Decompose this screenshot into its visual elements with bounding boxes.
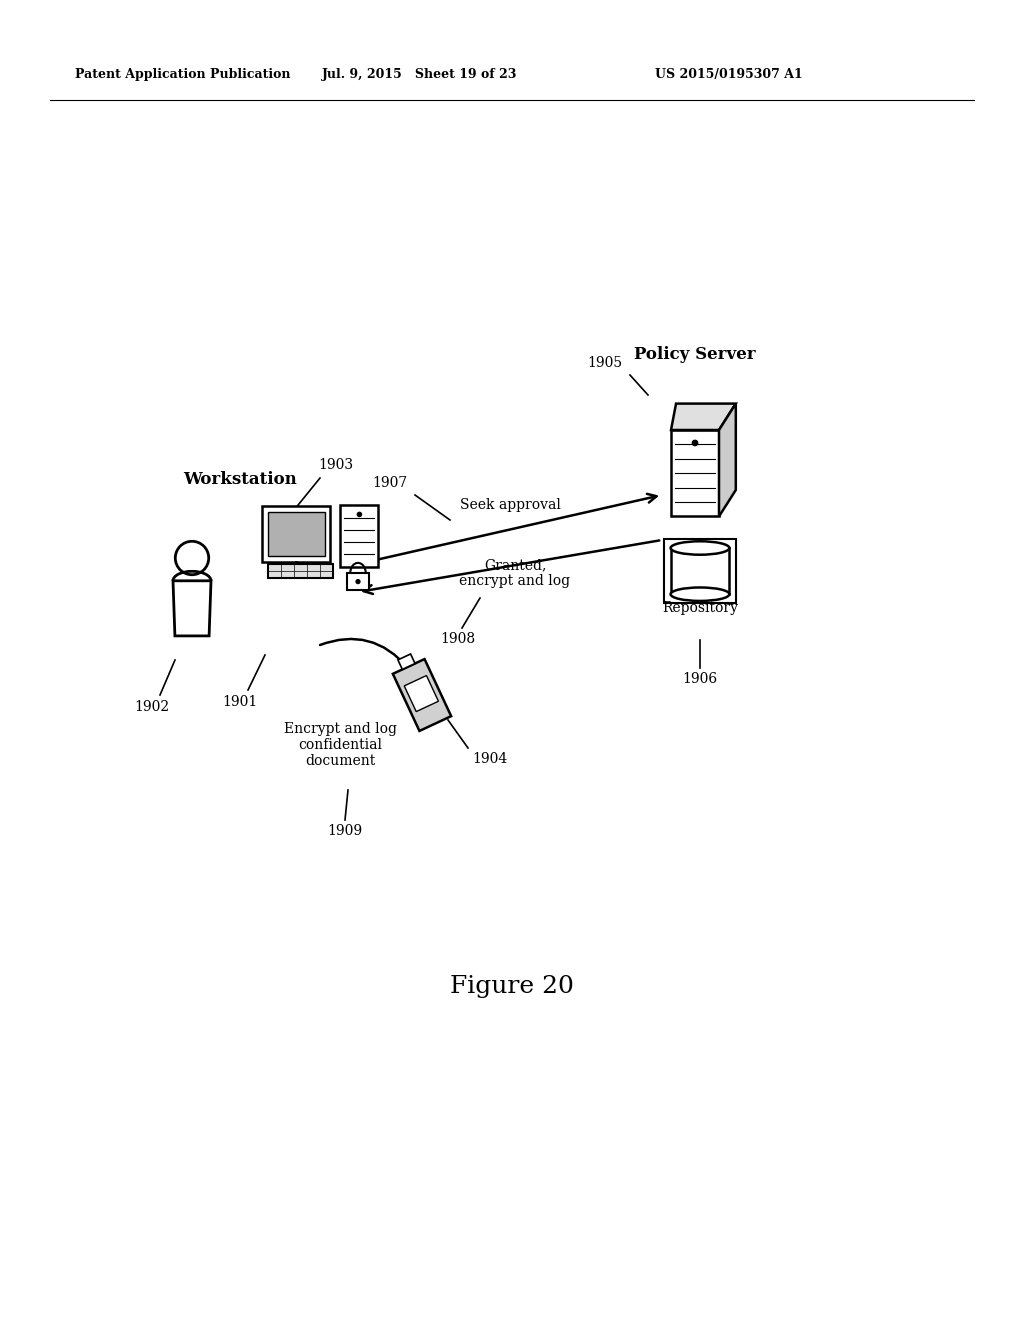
Text: 1902: 1902 — [134, 700, 170, 714]
Bar — [671, 548, 729, 594]
Text: Granted,
encrypt and log: Granted, encrypt and log — [460, 558, 570, 589]
Ellipse shape — [671, 541, 729, 554]
Text: Policy Server: Policy Server — [634, 346, 756, 363]
Text: 1907: 1907 — [373, 477, 408, 490]
Bar — [671, 430, 719, 516]
Bar — [665, 539, 735, 603]
Text: 1908: 1908 — [440, 632, 475, 645]
Text: Seek approval: Seek approval — [460, 498, 560, 512]
Text: Jul. 9, 2015   Sheet 19 of 23: Jul. 9, 2015 Sheet 19 of 23 — [323, 69, 518, 81]
Text: 1906: 1906 — [682, 672, 718, 686]
Circle shape — [355, 579, 360, 585]
Bar — [268, 564, 333, 578]
Bar — [347, 573, 369, 590]
Polygon shape — [393, 659, 452, 731]
Circle shape — [691, 440, 698, 446]
Text: Policy
Repository: Policy Repository — [662, 585, 738, 615]
Bar — [340, 506, 379, 566]
Text: Figure 20: Figure 20 — [451, 975, 573, 998]
Polygon shape — [671, 404, 736, 430]
Text: 1909: 1909 — [328, 824, 362, 838]
Text: US 2015/0195307 A1: US 2015/0195307 A1 — [655, 69, 803, 81]
Bar — [268, 512, 325, 557]
Polygon shape — [398, 653, 415, 669]
Text: Patent Application Publication: Patent Application Publication — [75, 69, 291, 81]
Text: Encrypt and log
confidential
document: Encrypt and log confidential document — [284, 722, 396, 768]
Bar — [262, 506, 330, 562]
Text: 1905: 1905 — [587, 356, 622, 370]
Circle shape — [356, 512, 362, 517]
Polygon shape — [404, 676, 438, 711]
Ellipse shape — [671, 587, 729, 601]
Text: 1903: 1903 — [318, 458, 353, 473]
Text: 1901: 1901 — [222, 696, 258, 709]
Text: Workstation: Workstation — [183, 471, 297, 488]
Text: 1904: 1904 — [472, 752, 507, 766]
Polygon shape — [719, 404, 736, 516]
